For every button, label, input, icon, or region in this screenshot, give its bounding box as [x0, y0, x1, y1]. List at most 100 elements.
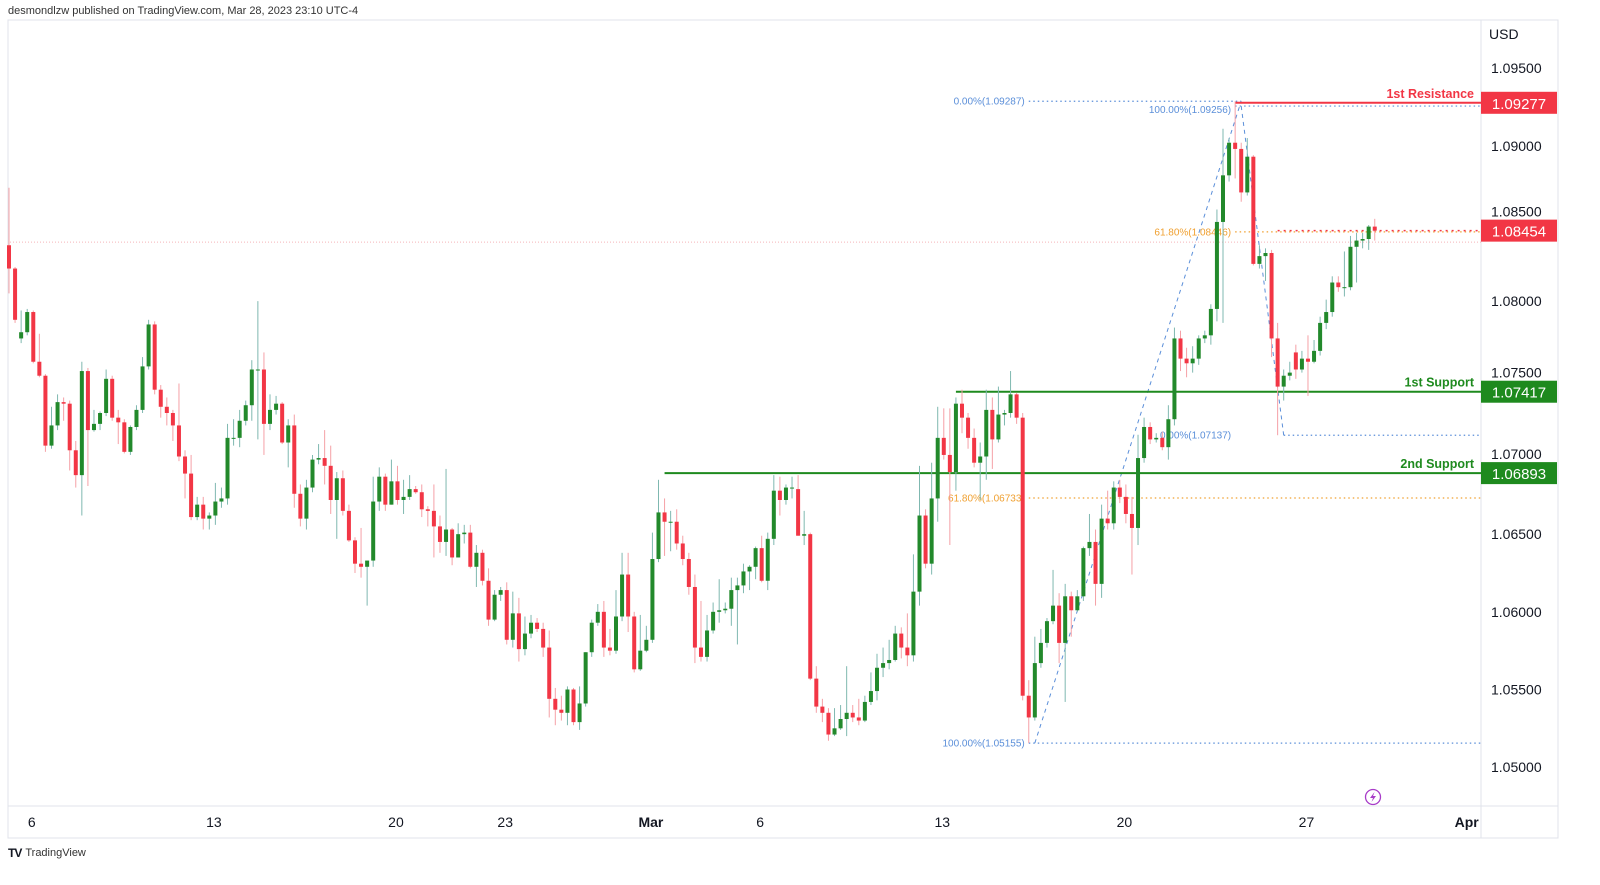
alert-icon[interactable]	[1364, 788, 1382, 806]
candle	[498, 586, 503, 601]
candle	[352, 537, 357, 573]
time-tick-label: 20	[388, 814, 404, 830]
candle	[1129, 496, 1134, 575]
support-resistance-levels[interactable]: 1st Resistance 1st Support 2nd Support	[664, 87, 1481, 475]
candle-body	[1008, 394, 1013, 413]
candle	[577, 686, 582, 730]
candle	[413, 486, 418, 494]
fib-trend-line[interactable]	[1034, 101, 1242, 744]
candle-body	[1275, 338, 1280, 387]
candle-body	[1014, 394, 1019, 418]
candle-body	[638, 650, 643, 670]
candle	[1275, 322, 1280, 436]
candle	[1148, 422, 1153, 445]
candle-body	[431, 510, 436, 527]
candle	[31, 310, 36, 364]
candle	[868, 672, 873, 706]
candle-body	[468, 532, 473, 567]
candle-body	[674, 521, 679, 544]
candle-body	[595, 611, 600, 623]
candle-body	[152, 324, 157, 390]
candle-body	[717, 610, 722, 612]
candle-body	[98, 413, 103, 424]
candle	[808, 532, 813, 681]
candle-body	[759, 548, 764, 581]
candle-body	[91, 423, 96, 431]
candle	[887, 639, 892, 670]
candle	[553, 687, 558, 726]
candle-body	[1257, 256, 1262, 264]
candle	[601, 600, 606, 657]
candle-body	[255, 369, 260, 371]
candle	[152, 321, 157, 395]
candle-body	[850, 712, 855, 718]
price-tick-label: 1.05500	[1491, 681, 1542, 697]
candle	[1075, 590, 1080, 612]
candle-body	[195, 504, 200, 518]
price-tick-label: 1.08500	[1491, 204, 1542, 220]
candle-body	[231, 437, 236, 439]
candle	[1099, 504, 1104, 598]
candle-body	[1154, 437, 1159, 440]
candle	[128, 425, 133, 455]
candle-body	[680, 543, 685, 560]
candle	[7, 187, 11, 294]
candle	[1166, 405, 1171, 460]
candle-body	[1342, 287, 1347, 289]
candle-body	[959, 403, 964, 418]
candle-body	[826, 712, 831, 735]
candle	[462, 524, 467, 544]
candle-body	[705, 630, 710, 657]
candle	[984, 389, 989, 480]
candle	[268, 394, 273, 431]
candle-body	[1087, 541, 1092, 549]
candle-body	[1245, 156, 1250, 193]
candle	[1093, 529, 1098, 606]
candle	[1257, 245, 1262, 269]
candle-body	[310, 459, 315, 488]
candle	[881, 647, 886, 678]
candle-body	[1372, 226, 1377, 231]
candle	[844, 666, 849, 737]
footer: TV TradingView	[8, 846, 86, 860]
candle	[322, 430, 327, 485]
candle-body	[146, 324, 151, 367]
time-axis[interactable]: 6 13 20 23 Mar 6 13 20 27 Apr	[28, 807, 1558, 837]
price-axis[interactable]: 1.09500 1.09000 1.08500 1.08000 1.07500 1.070…	[1491, 60, 1542, 775]
fib-retracements[interactable]: 0.00%(1.09287) 61.80%(1.06733) 100.00%(1.0…	[942, 97, 1481, 750]
candle	[195, 496, 200, 521]
candle	[1172, 327, 1177, 426]
candle-body	[1360, 239, 1365, 241]
candle-body	[79, 371, 84, 476]
candle	[626, 552, 631, 633]
candle-body	[249, 369, 254, 406]
footer-logo-text: TradingView	[25, 847, 86, 859]
candle	[176, 383, 181, 462]
candle-body	[771, 490, 776, 539]
candle-body	[650, 559, 655, 640]
candle	[225, 423, 230, 505]
candle-body	[686, 559, 691, 587]
level-price-marker	[1481, 462, 1557, 485]
candle	[1202, 330, 1207, 344]
level-price-label: 1.07417	[1492, 385, 1546, 402]
candle-body	[953, 403, 958, 473]
candle	[316, 444, 321, 465]
candle-body	[1281, 375, 1286, 387]
candle-body	[972, 437, 977, 463]
candle	[37, 333, 42, 378]
candle	[383, 473, 388, 511]
candle-body	[480, 552, 485, 581]
candle-body	[1227, 142, 1232, 176]
fib-level-label: 61.80%(1.06733)	[948, 493, 1025, 504]
candle-body	[698, 647, 703, 657]
candle-body	[796, 489, 801, 536]
candle	[25, 308, 30, 336]
candle-body	[1002, 413, 1007, 415]
candle-body	[1196, 338, 1201, 359]
candle	[401, 479, 406, 514]
candle-body	[407, 489, 412, 497]
candle-body	[237, 420, 242, 438]
candle-body	[1251, 156, 1256, 264]
